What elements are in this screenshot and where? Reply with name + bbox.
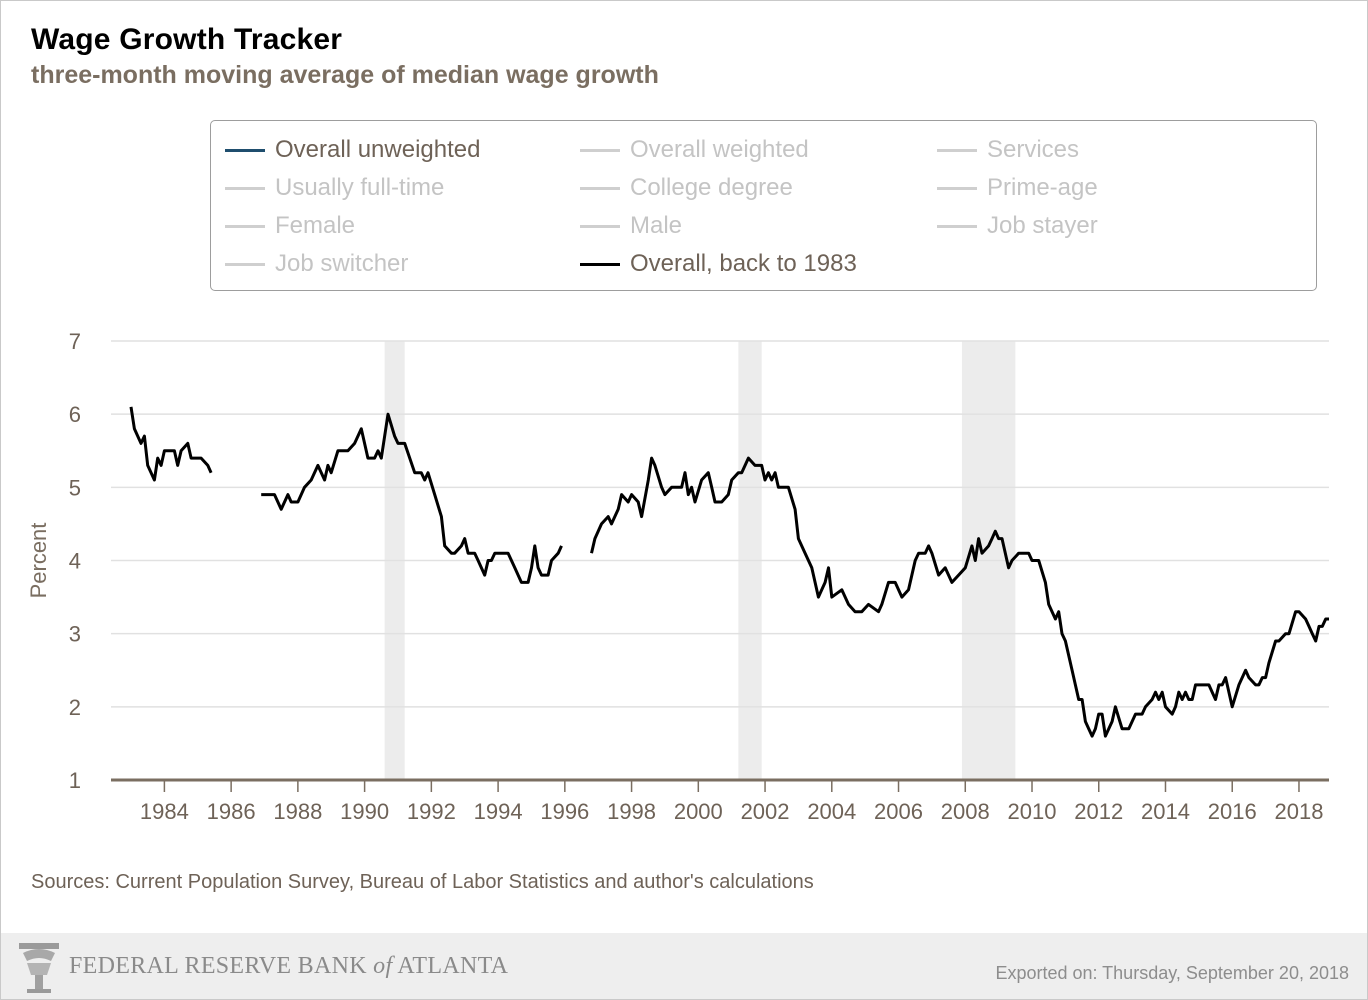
x-tick-label: 2010 — [1008, 799, 1057, 824]
legend-swatch — [937, 224, 977, 228]
fed-eagle-logo-icon — [19, 943, 59, 993]
legend-label: Usually full-time — [275, 174, 445, 201]
legend-swatch — [580, 262, 620, 266]
x-tick-label: 2008 — [941, 799, 990, 824]
legend-swatch — [225, 262, 265, 266]
sources-note: Sources: Current Population Survey, Bure… — [31, 871, 814, 893]
legend-swatch — [580, 148, 620, 152]
x-tick-label: 2006 — [874, 799, 923, 824]
legend-label: Job switcher — [275, 250, 409, 277]
wordmark-part: ATLANTA — [392, 953, 509, 979]
legend-label: Overall weighted — [630, 136, 809, 163]
legend-swatch — [225, 224, 265, 228]
legend-swatch — [937, 148, 977, 152]
series-line — [261, 412, 563, 584]
line-chart: 1 2 3 4 5 6 7 1984 1986 1988 1990 1992 1994 1996 1998… — [26, 329, 1329, 824]
y-tick-label: 7 — [69, 329, 81, 354]
legend-label: Male — [630, 212, 683, 239]
legend: Overall unweighted Overall weighted Serv… — [210, 120, 1317, 291]
legend-swatch — [937, 186, 977, 190]
series-line — [590, 456, 1329, 738]
x-tick-label: 1998 — [607, 799, 656, 824]
export-date: Exported on: Thursday, September 20, 201… — [995, 963, 1349, 983]
legend-item-male[interactable]: Male — [580, 211, 682, 241]
chart-title: Wage Growth Tracker — [31, 23, 343, 56]
legend-label: Job stayer — [987, 212, 1098, 239]
legend-item-college-degree[interactable]: College degree — [580, 173, 793, 203]
x-tick-label: 2004 — [807, 799, 856, 824]
x-axis: 1984 1986 1988 1990 1992 1994 1996 1998 2000 2002… — [111, 778, 1329, 824]
y-tick-label: 1 — [69, 768, 81, 793]
fed-wordmark: FEDERAL RESERVE BANK of ATLANTA — [69, 953, 508, 980]
x-tick-label: 1992 — [407, 799, 456, 824]
legend-item-job-stayer[interactable]: Job stayer — [937, 211, 1098, 241]
y-tick-label: 2 — [69, 695, 81, 720]
x-tick-label: 2012 — [1074, 799, 1123, 824]
y-tick-label: 6 — [69, 402, 81, 427]
x-tick-label: 2016 — [1208, 799, 1257, 824]
x-tick-label: 1994 — [474, 799, 523, 824]
x-tick-label: 2018 — [1274, 799, 1323, 824]
x-tick-label: 1996 — [540, 799, 589, 824]
legend-item-services[interactable]: Services — [937, 135, 1079, 165]
x-tick-label: 2000 — [674, 799, 723, 824]
legend-swatch — [580, 224, 620, 228]
legend-label: College degree — [630, 174, 793, 201]
x-tick-label: 2002 — [741, 799, 790, 824]
y-tick-label: 3 — [69, 622, 81, 647]
y-axis-title: Percent — [26, 523, 51, 599]
chart-subtitle: three-month moving average of median wag… — [31, 61, 659, 89]
legend-item-overall-weighted[interactable]: Overall weighted — [580, 135, 809, 165]
gridlines: 1 2 3 4 5 6 7 — [69, 329, 1329, 793]
x-tick-label: 2014 — [1141, 799, 1190, 824]
series-layer — [129, 406, 1329, 738]
x-tick-label: 1990 — [340, 799, 389, 824]
y-tick-label: 4 — [69, 549, 81, 574]
legend-label: Overall, back to 1983 — [630, 250, 857, 277]
legend-swatch — [580, 186, 620, 190]
legend-label: Services — [987, 136, 1080, 163]
legend-label: Female — [275, 212, 356, 239]
y-tick-label: 5 — [69, 475, 81, 500]
legend-swatch — [225, 148, 265, 152]
wordmark-part: FEDERAL RESERVE BANK — [69, 953, 374, 979]
legend-label: Overall unweighted — [275, 136, 481, 163]
legend-item-overall-back-to-1983[interactable]: Overall, back to 1983 — [580, 249, 857, 279]
series-line — [129, 406, 213, 482]
x-tick-label: 1988 — [273, 799, 322, 824]
x-tick-label: 1986 — [207, 799, 256, 824]
footer: FEDERAL RESERVE BANK of ATLANTA Exported… — [1, 933, 1367, 999]
x-tick-label: 1984 — [140, 799, 189, 824]
wordmark-part: of — [373, 953, 393, 979]
legend-swatch — [225, 186, 265, 190]
legend-item-job-switcher[interactable]: Job switcher — [225, 249, 408, 279]
legend-item-prime-age[interactable]: Prime-age — [937, 173, 1098, 203]
legend-item-overall-unweighted[interactable]: Overall unweighted — [225, 135, 480, 165]
legend-label: Prime-age — [987, 174, 1098, 201]
legend-item-usually-full-time[interactable]: Usually full-time — [225, 173, 444, 203]
legend-item-female[interactable]: Female — [225, 211, 355, 241]
